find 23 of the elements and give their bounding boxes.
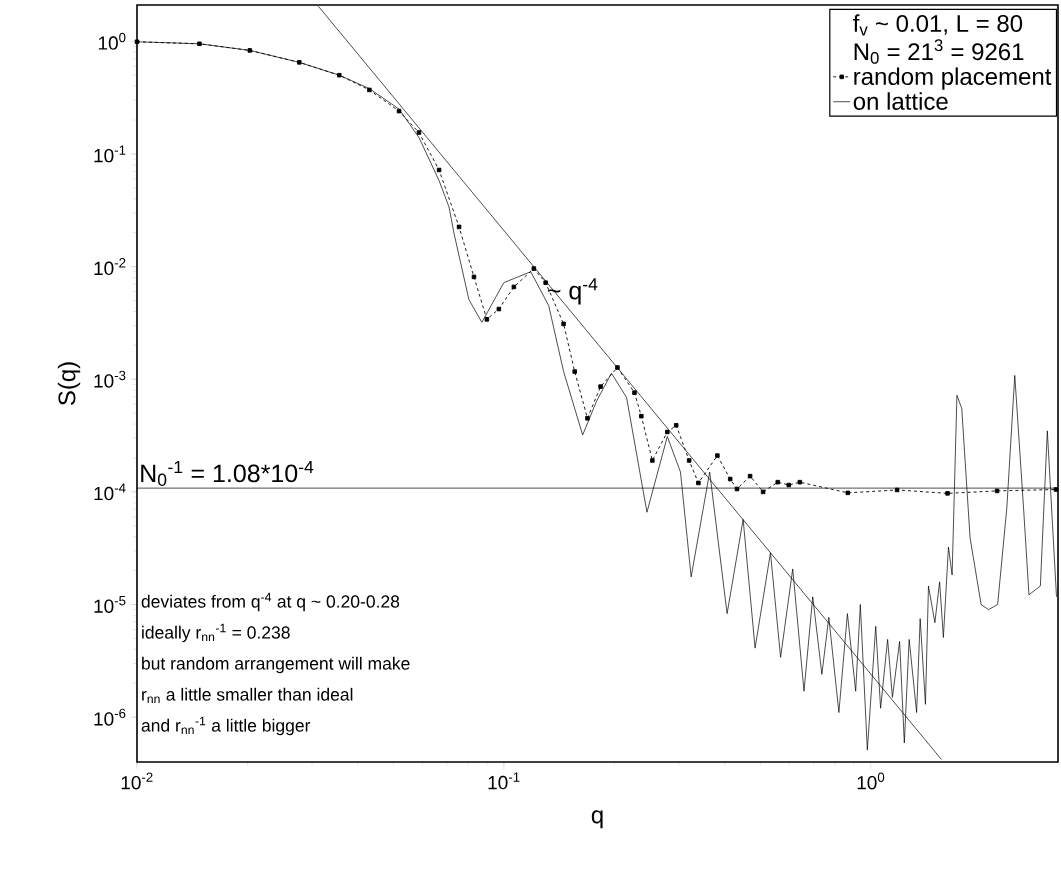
x-tick-label: 10$^{-2}$	[121, 772, 153, 790]
annotation: deviates from q$^{-4}$ at q ~ 0.20-0.28	[141, 592, 400, 612]
y-axis-title: S(q)	[57, 362, 81, 406]
ref-line-label: N$_{0}$$^{-1}$ = 1.08*10$^{-4}$	[141, 460, 314, 486]
x-tick-label: 10$^{0}$	[857, 772, 885, 790]
y-tick-label: 10$^{-1}$	[94, 145, 126, 163]
x-tick-label: 10$^{-1}$	[488, 772, 520, 790]
annotation: and r$_{nn}$$^{-1}$ a little bigger	[141, 716, 311, 736]
y-tick-label: 10$^{-6}$	[94, 708, 126, 726]
legend-label: random placement	[854, 67, 1052, 90]
annotation: N$_{0}$ = 21$^{3}$ = 9261	[854, 39, 1024, 64]
y-tick-label: 10$^{0}$	[98, 32, 126, 50]
y-tick-label: 10$^{-2}$	[94, 258, 126, 276]
annotation: ~ q$^{-4}$	[547, 278, 598, 305]
y-tick-label: 10$^{-5}$	[94, 596, 126, 613]
annotation: r$_{nn}$ a little smaller than ideal	[142, 687, 353, 704]
annotation: but random arrangement will make	[142, 656, 410, 674]
annotation: ideally r$_{nn}$$^{-1}$ = 0.238	[142, 623, 290, 643]
x-axis-title: q	[591, 810, 603, 829]
legend-title: f$_{v}$ ~ 0.01, L = 80	[853, 14, 1023, 36]
y-tick-label: 10$^{-4}$	[94, 483, 126, 501]
legend-label: on lattice	[853, 92, 948, 110]
y-tick-label: 10$^{-3}$	[94, 370, 126, 388]
